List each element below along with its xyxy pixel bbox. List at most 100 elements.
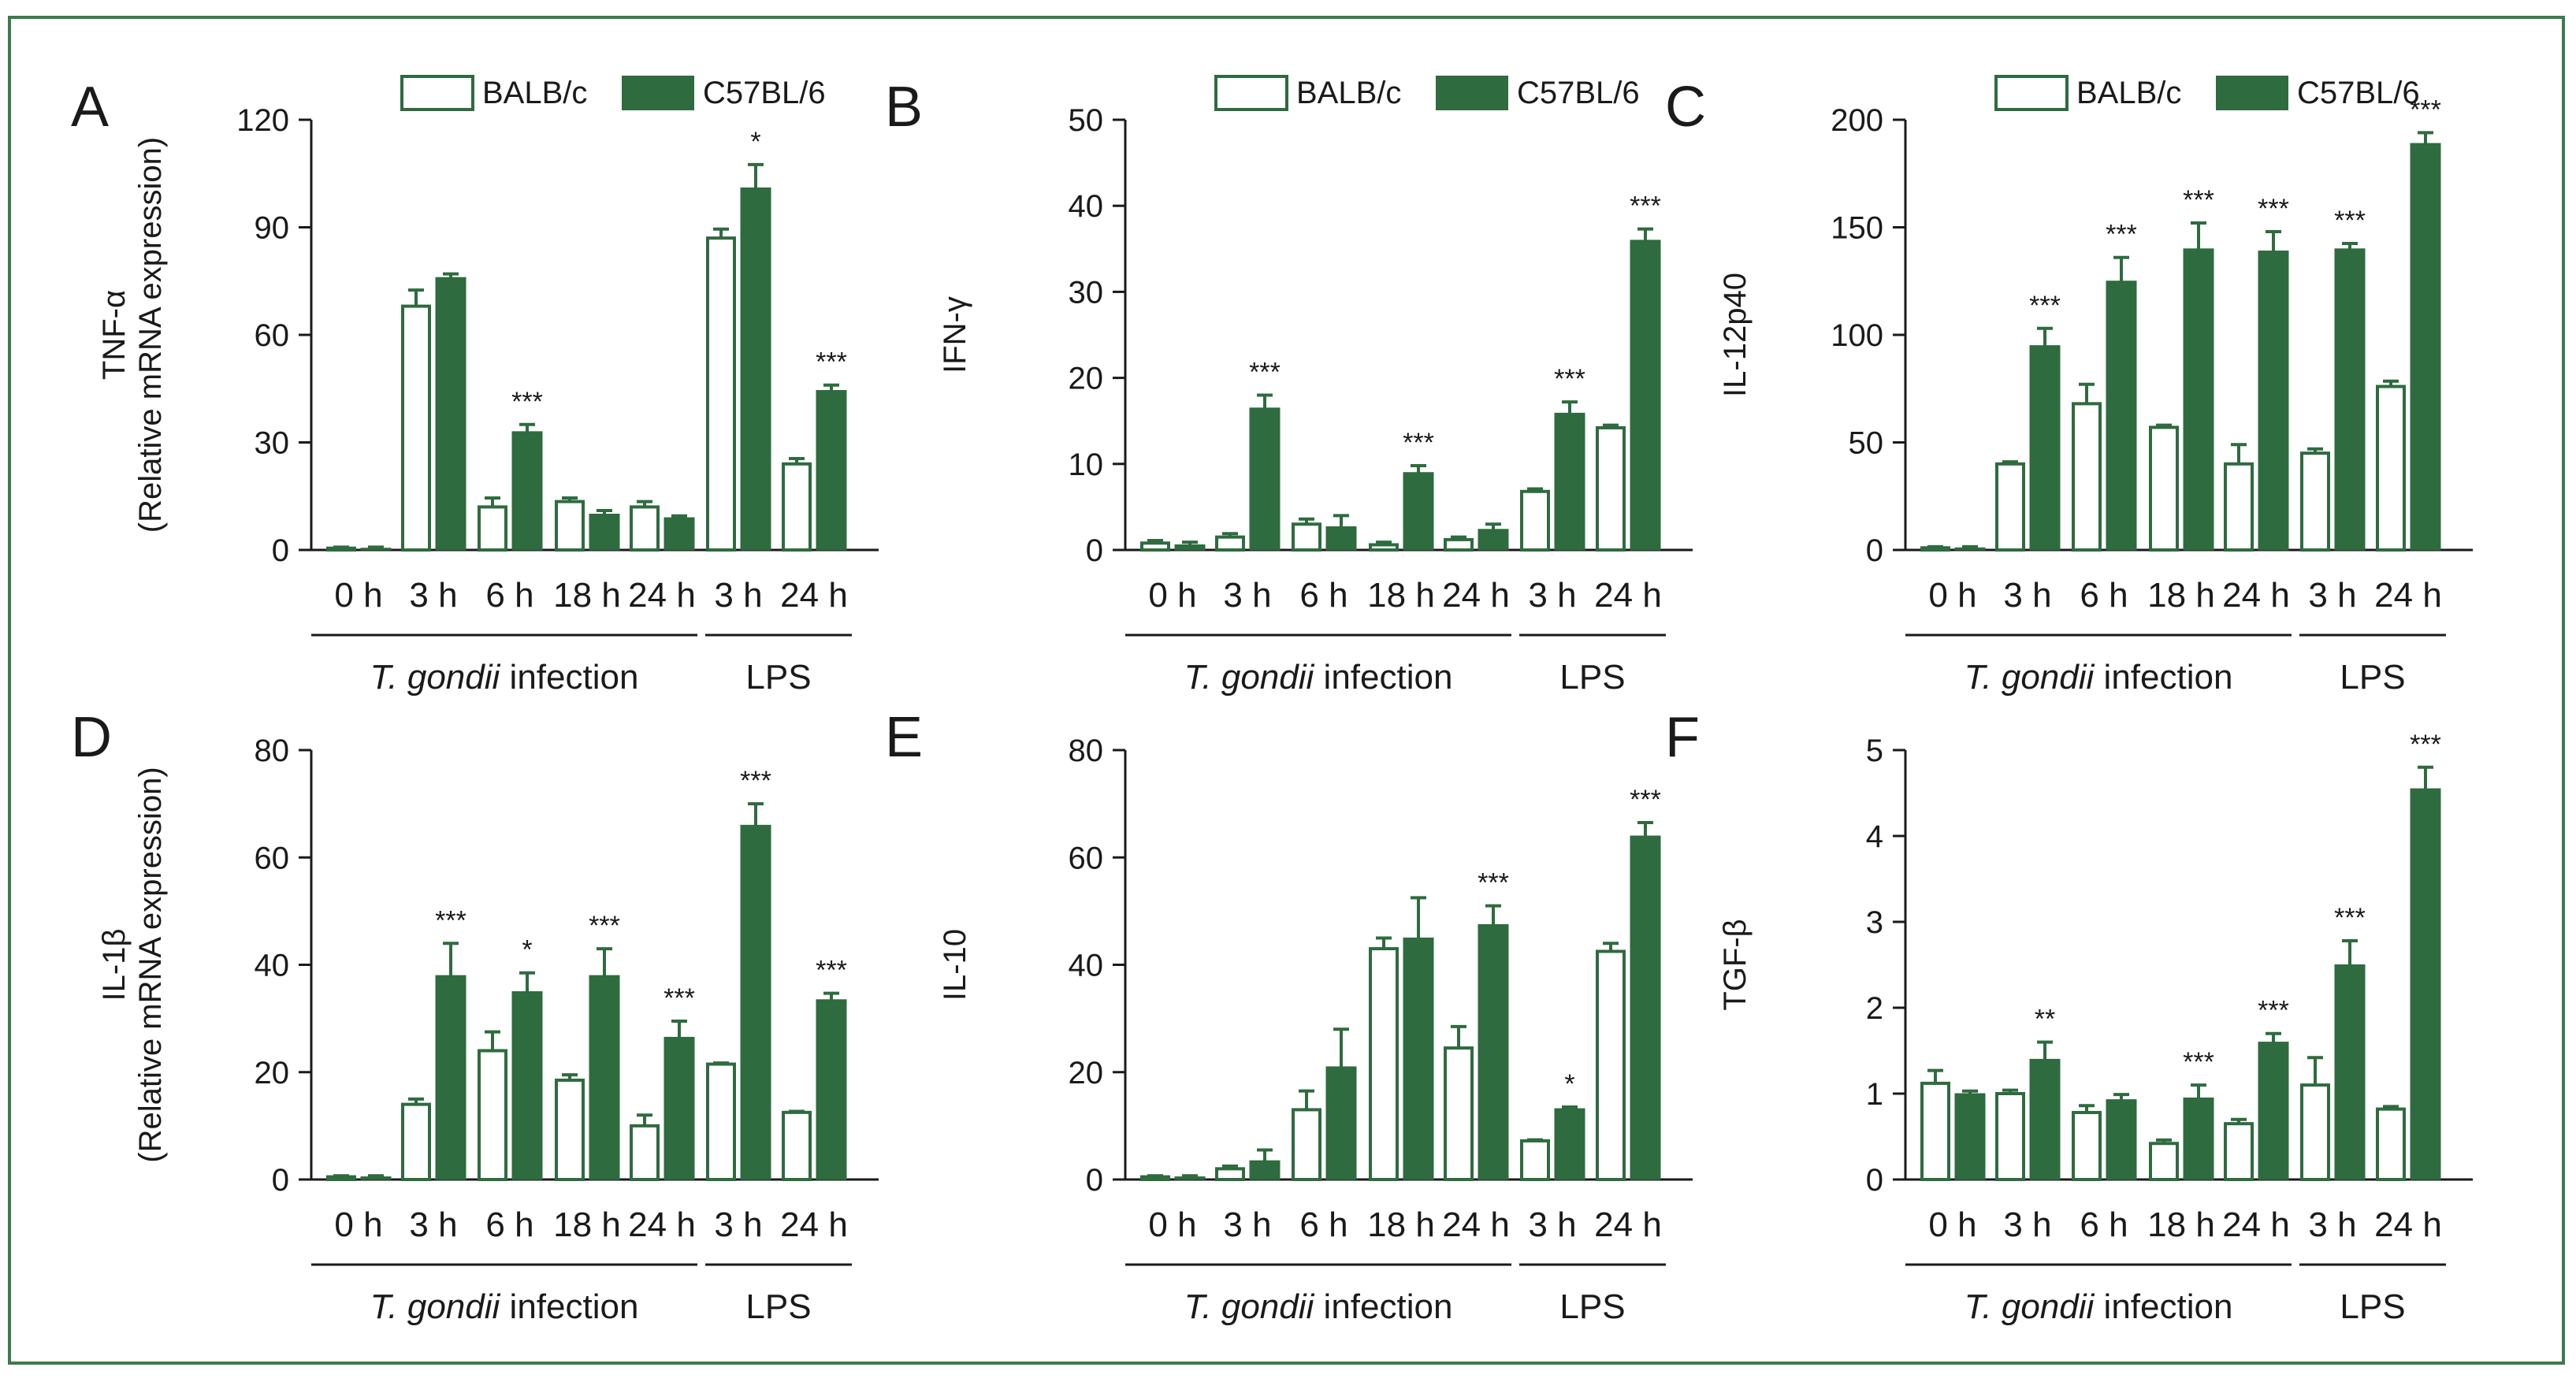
significance-label: *** bbox=[2334, 903, 2366, 933]
y-tick-label: 20 bbox=[1069, 362, 1104, 396]
bar-balb bbox=[1215, 1167, 1245, 1181]
group-label-infection-rest: infection bbox=[2094, 658, 2232, 697]
bar-balb bbox=[1140, 541, 1170, 552]
bar-balb bbox=[2072, 402, 2102, 552]
significance-label: *** bbox=[589, 911, 620, 941]
bar-balb bbox=[1369, 947, 1399, 1181]
bar-c57 bbox=[1630, 240, 1661, 551]
bar-c57 bbox=[2258, 251, 2289, 551]
bar-balb bbox=[2300, 1083, 2330, 1181]
bar-c57 bbox=[1954, 1093, 1986, 1180]
x-tick-label: 6 h bbox=[1299, 1206, 1347, 1244]
y-tick-label: 100 bbox=[1831, 318, 1883, 353]
bar-balb bbox=[2300, 451, 2330, 552]
y-axis-label: TGF-β bbox=[1718, 919, 1753, 1010]
group-label-lps: LPS bbox=[2340, 658, 2405, 697]
significance-label: *** bbox=[1554, 364, 1585, 394]
bar-balb bbox=[1444, 1046, 1474, 1181]
y-axis-label: IL-10 bbox=[938, 929, 972, 1001]
y-tick-label: 20 bbox=[255, 1056, 290, 1090]
bar-balb bbox=[1520, 1139, 1550, 1181]
significance-label: *** bbox=[435, 905, 467, 935]
y-axis-label-bottom: (Relative mRNA expression) bbox=[133, 767, 168, 1162]
bar-balb bbox=[401, 304, 431, 552]
y-tick-label: 1 bbox=[1866, 1077, 1883, 1112]
bar-balb bbox=[478, 505, 507, 552]
bar-c57 bbox=[1554, 1108, 1585, 1180]
significance-label: *** bbox=[2410, 95, 2441, 124]
bar-c57 bbox=[2029, 345, 2061, 551]
bar-c57 bbox=[664, 517, 695, 551]
significance-label: *** bbox=[2334, 206, 2366, 236]
x-tick-label: 3 h bbox=[2308, 576, 2356, 615]
panel-e: E IL-10 0 20 40 60 80 0 h 3 h 6 h 18 h *** 24 h * 3 h *… bbox=[885, 706, 1693, 1326]
bar-balb bbox=[2224, 1122, 2254, 1182]
bar-balb bbox=[478, 1049, 507, 1181]
y-tick-label: 0 bbox=[1866, 533, 1883, 568]
y-tick-label: 4 bbox=[1866, 819, 1883, 854]
group-label-infection: T. gondii infection bbox=[1184, 658, 1453, 697]
y-tick-label: 200 bbox=[1831, 103, 1883, 138]
y-axis-label: TNF-α(Relative mRNA expression) bbox=[97, 137, 168, 533]
x-tick-label: 18 h bbox=[1367, 576, 1435, 615]
x-tick-label: 6 h bbox=[485, 576, 533, 615]
bar-balb bbox=[630, 505, 660, 552]
bar-balb bbox=[2224, 462, 2254, 552]
y-axis-label: IL-1β(Relative mRNA expression) bbox=[97, 767, 168, 1162]
group-label-lps: LPS bbox=[1559, 1287, 1625, 1326]
panel-letter: F bbox=[1665, 706, 1700, 769]
bar-balb bbox=[2376, 385, 2406, 552]
group-label-infection-italic: T. gondii bbox=[370, 1287, 501, 1326]
group-label-infection: T. gondii infection bbox=[370, 658, 639, 697]
y-tick-label: 0 bbox=[1866, 1163, 1883, 1198]
bar-c57 bbox=[589, 975, 620, 1180]
group-label-infection: T. gondii infection bbox=[1965, 658, 2233, 697]
y-tick-label: 40 bbox=[1069, 949, 1104, 983]
x-tick-label: 6 h bbox=[1299, 576, 1347, 615]
y-tick-label: 10 bbox=[1069, 448, 1104, 482]
x-tick-label: 6 h bbox=[485, 1206, 533, 1244]
significance-label: *** bbox=[1403, 428, 1434, 458]
y-axis-label-top: IL-12p40 bbox=[1718, 273, 1753, 397]
group-label-lps: LPS bbox=[745, 658, 811, 697]
bar-c57 bbox=[1630, 835, 1661, 1180]
legend-label-c57: C57BL/6 bbox=[703, 76, 826, 110]
y-tick-label: 3 bbox=[1866, 905, 1883, 940]
bar-c57 bbox=[2106, 280, 2137, 551]
bar-c57 bbox=[1174, 544, 1206, 551]
bar-balb bbox=[2376, 1107, 2406, 1181]
bar-c57 bbox=[2106, 1099, 2137, 1180]
legend-label-balb: BALB/c bbox=[1296, 76, 1401, 110]
bar-c57 bbox=[511, 431, 543, 551]
x-tick-label: 0 h bbox=[334, 1206, 382, 1244]
y-tick-label: 40 bbox=[255, 949, 290, 983]
legend-label-c57: C57BL/6 bbox=[2297, 76, 2420, 110]
significance-label: *** bbox=[511, 387, 543, 417]
significance-label: *** bbox=[2258, 996, 2289, 1026]
x-tick-label: 3 h bbox=[714, 1206, 762, 1244]
legend-swatch-c57 bbox=[2216, 76, 2288, 110]
y-tick-label: 80 bbox=[1069, 734, 1104, 768]
significance-label: *** bbox=[2183, 185, 2214, 215]
significance-label: *** bbox=[2410, 730, 2441, 760]
group-label-infection-italic: T. gondii bbox=[1965, 1287, 2095, 1326]
bar-balb bbox=[1215, 535, 1245, 552]
y-tick-label: 80 bbox=[255, 734, 290, 768]
group-label-infection: T. gondii infection bbox=[1965, 1287, 2233, 1326]
y-axis-label-bottom: (Relative mRNA expression) bbox=[133, 137, 168, 533]
x-tick-label: 24 h bbox=[1594, 1206, 1662, 1244]
legend-label-c57: C57BL/6 bbox=[1517, 76, 1640, 110]
x-tick-label: 24 h bbox=[2222, 1206, 2290, 1244]
y-axis-label-top: TNF-α bbox=[97, 290, 132, 380]
y-tick-label: 150 bbox=[1831, 211, 1883, 246]
bar-c57 bbox=[816, 999, 847, 1180]
bar-c57 bbox=[816, 390, 847, 551]
bar-balb bbox=[2072, 1110, 2102, 1181]
bar-c57 bbox=[2410, 143, 2441, 551]
y-tick-label: 0 bbox=[272, 1163, 289, 1198]
x-tick-label: 3 h bbox=[2003, 576, 2051, 615]
bar-c57 bbox=[511, 991, 543, 1180]
y-tick-label: 0 bbox=[1086, 1163, 1103, 1198]
